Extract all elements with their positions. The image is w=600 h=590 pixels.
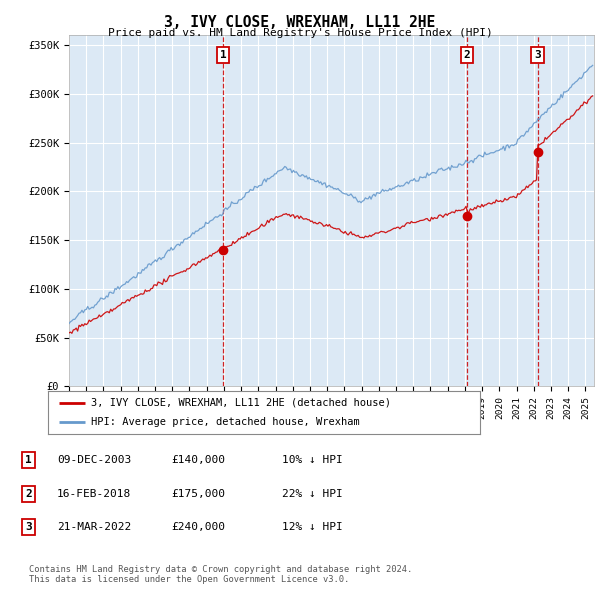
Text: HPI: Average price, detached house, Wrexham: HPI: Average price, detached house, Wrex… [91,417,360,427]
Text: Price paid vs. HM Land Registry's House Price Index (HPI): Price paid vs. HM Land Registry's House … [107,28,493,38]
Text: 21-MAR-2022: 21-MAR-2022 [57,522,131,532]
Text: 3, IVY CLOSE, WREXHAM, LL11 2HE: 3, IVY CLOSE, WREXHAM, LL11 2HE [164,15,436,30]
Text: £240,000: £240,000 [171,522,225,532]
Text: 2: 2 [25,489,32,499]
Text: 10% ↓ HPI: 10% ↓ HPI [282,455,343,465]
Text: £140,000: £140,000 [171,455,225,465]
Text: 2: 2 [464,50,470,60]
Text: Contains HM Land Registry data © Crown copyright and database right 2024.
This d: Contains HM Land Registry data © Crown c… [29,565,412,584]
Text: 3, IVY CLOSE, WREXHAM, LL11 2HE (detached house): 3, IVY CLOSE, WREXHAM, LL11 2HE (detache… [91,398,391,408]
Text: 22% ↓ HPI: 22% ↓ HPI [282,489,343,499]
Text: 1: 1 [25,455,32,465]
Text: 1: 1 [220,50,226,60]
Text: 3: 3 [25,522,32,532]
Text: 16-FEB-2018: 16-FEB-2018 [57,489,131,499]
Text: 3: 3 [534,50,541,60]
Text: £175,000: £175,000 [171,489,225,499]
Text: 09-DEC-2003: 09-DEC-2003 [57,455,131,465]
Text: 12% ↓ HPI: 12% ↓ HPI [282,522,343,532]
